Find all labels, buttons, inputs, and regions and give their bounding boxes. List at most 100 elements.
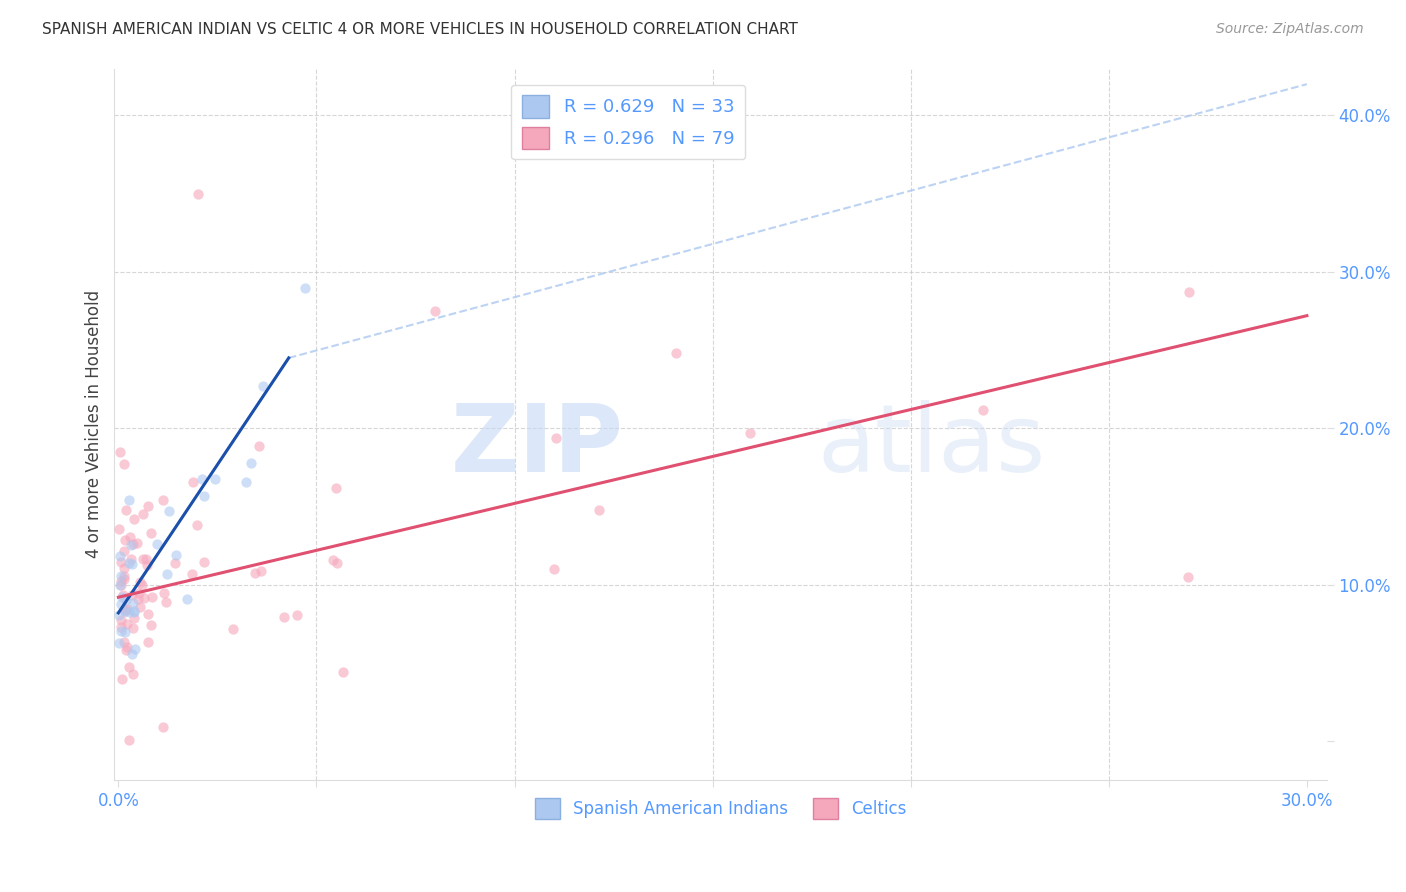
Point: [121, 596, 143, 610]
Point: [176, 591, 198, 606]
Point: [285, 607, 308, 622]
Point: [112, 560, 135, 574]
Point: [122, 604, 145, 618]
Point: [112, 543, 135, 558]
Point: [156, 566, 179, 581]
Point: [110, 624, 132, 638]
Point: [425, 304, 447, 318]
Point: [139, 525, 162, 540]
Point: [193, 555, 215, 569]
Point: [180, 567, 202, 582]
Point: [245, 566, 267, 581]
Point: [193, 489, 215, 503]
Legend: Spanish American Indians, Celtics: Spanish American Indians, Celtics: [527, 792, 914, 825]
Point: [141, 591, 163, 605]
Point: [112, 458, 135, 472]
Point: [136, 607, 159, 622]
Point: [120, 552, 142, 566]
Point: [114, 625, 136, 640]
Point: [114, 604, 136, 618]
Point: [1177, 570, 1199, 584]
Point: [131, 552, 153, 566]
Point: [665, 346, 688, 360]
Point: [240, 456, 263, 470]
Point: [132, 507, 155, 521]
Point: [122, 605, 145, 619]
Point: [121, 537, 143, 551]
Point: [165, 556, 187, 570]
Point: [108, 445, 131, 459]
Point: [250, 565, 273, 579]
Point: [108, 635, 131, 649]
Point: [115, 592, 138, 607]
Point: [118, 660, 141, 674]
Point: [152, 720, 174, 734]
Text: atlas: atlas: [817, 400, 1046, 491]
Point: [110, 578, 132, 592]
Point: [117, 601, 139, 615]
Point: [136, 499, 159, 513]
Point: [131, 578, 153, 592]
Point: [139, 618, 162, 632]
Point: [155, 595, 177, 609]
Point: [128, 575, 150, 590]
Point: [135, 558, 157, 573]
Point: [118, 492, 141, 507]
Point: [120, 537, 142, 551]
Point: [181, 475, 204, 489]
Point: [114, 533, 136, 547]
Point: [110, 613, 132, 627]
Point: [186, 517, 208, 532]
Point: [114, 602, 136, 616]
Point: [114, 572, 136, 586]
Point: [543, 562, 565, 576]
Point: [165, 548, 187, 562]
Point: [152, 493, 174, 508]
Point: [191, 473, 214, 487]
Point: [122, 621, 145, 635]
Point: [187, 186, 209, 201]
Point: [204, 473, 226, 487]
Point: [273, 610, 295, 624]
Point: [136, 634, 159, 648]
Point: [120, 530, 142, 544]
Point: [124, 611, 146, 625]
Point: [588, 503, 610, 517]
Point: [121, 647, 143, 661]
Point: [128, 585, 150, 599]
Point: [110, 620, 132, 634]
Point: [110, 574, 132, 589]
Point: [110, 568, 132, 582]
Point: [1177, 285, 1199, 300]
Point: [740, 426, 762, 441]
Point: [325, 481, 347, 495]
Point: [222, 622, 245, 636]
Point: [247, 439, 270, 453]
Point: [112, 635, 135, 649]
Point: [157, 503, 180, 517]
Text: SPANISH AMERICAN INDIAN VS CELTIC 4 OR MORE VEHICLES IN HOUSEHOLD CORRELATION CH: SPANISH AMERICAN INDIAN VS CELTIC 4 OR M…: [42, 22, 799, 37]
Point: [115, 502, 138, 516]
Point: [122, 667, 145, 681]
Point: [235, 475, 257, 489]
Point: [121, 588, 143, 602]
Point: [108, 577, 131, 591]
Point: [127, 591, 149, 606]
Point: [546, 431, 568, 445]
Point: [108, 522, 131, 536]
Point: [111, 672, 134, 686]
Point: [124, 642, 146, 657]
Point: [118, 733, 141, 747]
Point: [294, 281, 316, 295]
Point: [146, 537, 169, 551]
Point: [111, 591, 134, 605]
Text: ZIP: ZIP: [451, 400, 624, 491]
Point: [122, 511, 145, 525]
Point: [112, 568, 135, 582]
Point: [132, 591, 155, 605]
Point: [127, 536, 149, 550]
Point: [135, 552, 157, 566]
Point: [111, 589, 134, 603]
Point: [110, 555, 132, 569]
Point: [115, 617, 138, 632]
